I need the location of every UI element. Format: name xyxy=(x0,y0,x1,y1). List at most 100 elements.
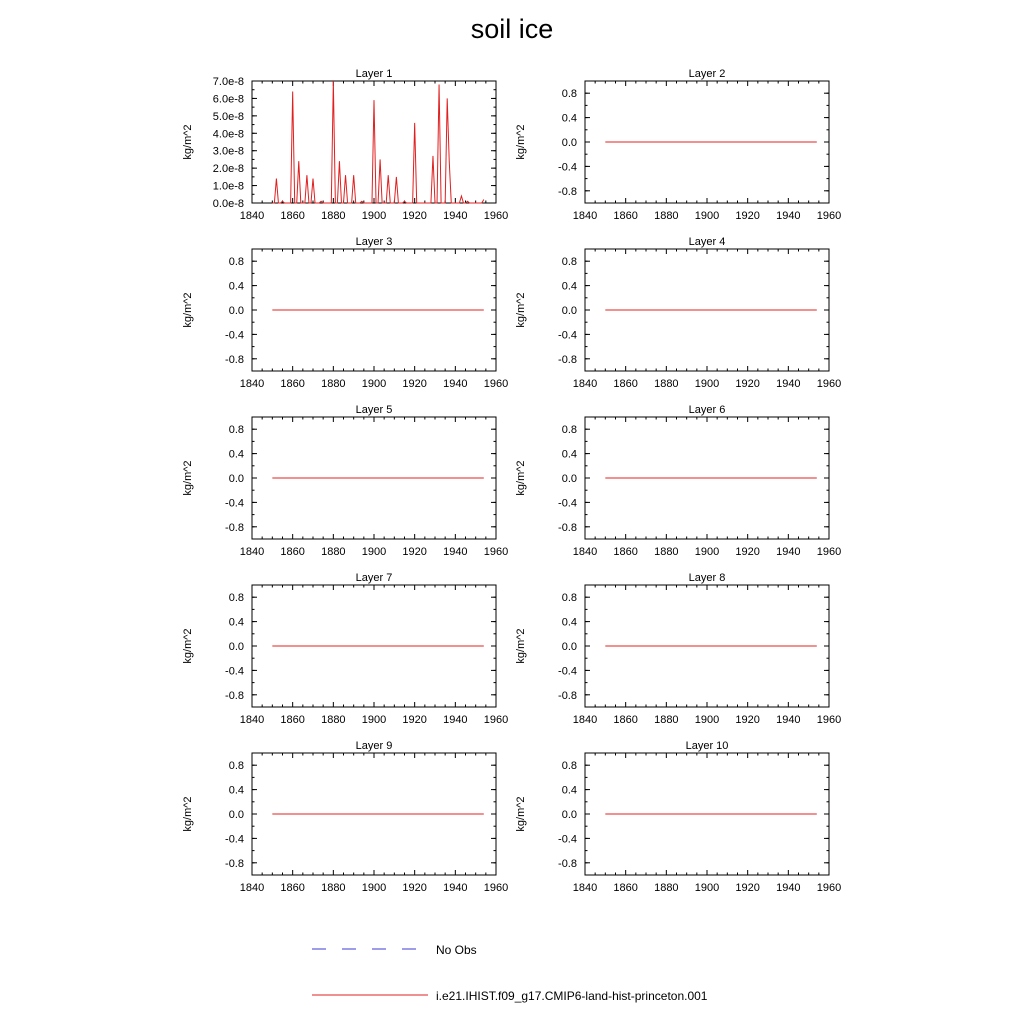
chart-panel-2: Layer 2 kg/m^2 1840 1860 1880 1900 1920 1940 196… xyxy=(515,68,841,222)
x-tick-label: 1940 xyxy=(443,210,467,222)
y-tick-label: -0.4 xyxy=(225,665,244,677)
x-tick-label: 1840 xyxy=(573,210,597,222)
x-tick-label: 1900 xyxy=(695,882,719,894)
y-tick-label: 5.0e-8 xyxy=(213,111,244,123)
y-tick-label: 0.0 xyxy=(562,305,577,317)
chart-title: Layer 4 xyxy=(689,236,726,248)
x-tick-label: 1880 xyxy=(321,378,345,390)
y-tick-label: -0.4 xyxy=(225,833,244,845)
chart-panel-7: Layer 7 kg/m^2 1840 1860 1880 1900 1920 1940 196… xyxy=(182,572,508,726)
y-tick-label: -0.8 xyxy=(558,690,577,702)
x-tick-label: 1940 xyxy=(776,546,800,558)
chart-title: Layer 10 xyxy=(686,740,729,752)
x-tick-label: 1900 xyxy=(362,378,386,390)
x-tick-label: 1840 xyxy=(573,714,597,726)
y-tick-label: -0.8 xyxy=(225,354,244,366)
x-tick-label: 1880 xyxy=(321,714,345,726)
x-tick-label: 1880 xyxy=(654,714,678,726)
chart-title: Layer 9 xyxy=(356,740,393,752)
legend-label-model: i.e21.IHIST.f09_g17.CMIP6-land-hist-prin… xyxy=(436,989,708,1003)
chart-panel-10: Layer 10 kg/m^2 1840 1860 1880 1900 1920 1940 19… xyxy=(515,740,841,894)
y-axis-label: kg/m^2 xyxy=(182,628,194,663)
x-tick-label: 1900 xyxy=(362,546,386,558)
x-tick-label: 1920 xyxy=(735,378,759,390)
x-tick-label: 1960 xyxy=(817,546,841,558)
chart-panel-1: Layer 1 kg/m^2 1840 1860 1880 1900 1920 1940 196… xyxy=(182,68,508,222)
x-tick-label: 1940 xyxy=(443,378,467,390)
chart-panel-3: Layer 3 kg/m^2 1840 1860 1880 1900 1920 1940 196… xyxy=(182,236,508,390)
x-tick-label: 1860 xyxy=(613,882,637,894)
x-tick-label: 1880 xyxy=(654,882,678,894)
y-tick-label: -0.4 xyxy=(558,161,577,173)
y-axis-label: kg/m^2 xyxy=(182,796,194,831)
y-tick-label: 0.4 xyxy=(562,617,577,629)
y-tick-label: -0.4 xyxy=(558,665,577,677)
y-tick-label: 4.0e-8 xyxy=(213,128,244,140)
x-tick-label: 1920 xyxy=(402,378,426,390)
y-tick-label: 0.4 xyxy=(229,785,244,797)
x-tick-label: 1880 xyxy=(654,378,678,390)
y-tick-label: 0.0 xyxy=(562,809,577,821)
y-tick-label: -0.8 xyxy=(225,858,244,870)
x-tick-label: 1920 xyxy=(735,714,759,726)
page-title: soil ice xyxy=(470,14,554,44)
y-tick-label: 0.4 xyxy=(229,281,244,293)
x-tick-label: 1860 xyxy=(613,210,637,222)
x-tick-label: 1960 xyxy=(817,210,841,222)
y-tick-label: 0.4 xyxy=(229,617,244,629)
x-tick-label: 1940 xyxy=(776,882,800,894)
x-tick-label: 1940 xyxy=(443,882,467,894)
x-tick-label: 1900 xyxy=(362,882,386,894)
chart-title: Layer 1 xyxy=(356,68,393,80)
y-tick-label: -0.8 xyxy=(558,858,577,870)
x-tick-label: 1960 xyxy=(484,210,508,222)
x-tick-label: 1940 xyxy=(776,210,800,222)
x-tick-label: 1920 xyxy=(402,210,426,222)
x-tick-label: 1900 xyxy=(695,378,719,390)
y-tick-label: 0.0 xyxy=(562,473,577,485)
y-tick-label: 0.0 xyxy=(229,473,244,485)
legend-label-no-obs: No Obs xyxy=(436,943,477,957)
x-tick-label: 1860 xyxy=(613,714,637,726)
y-tick-label: 0.0 xyxy=(562,641,577,653)
y-tick-label: -0.4 xyxy=(558,497,577,509)
x-tick-label: 1960 xyxy=(484,546,508,558)
x-tick-label: 1920 xyxy=(402,714,426,726)
x-tick-label: 1880 xyxy=(321,210,345,222)
x-tick-label: 1880 xyxy=(654,546,678,558)
x-tick-label: 1840 xyxy=(240,378,264,390)
y-tick-label: 0.8 xyxy=(562,592,577,604)
x-tick-label: 1860 xyxy=(613,546,637,558)
y-axis-label: kg/m^2 xyxy=(182,292,194,327)
x-tick-label: 1920 xyxy=(735,546,759,558)
x-tick-label: 1940 xyxy=(776,378,800,390)
x-tick-label: 1840 xyxy=(573,882,597,894)
chart-panel-8: Layer 8 kg/m^2 1840 1860 1880 1900 1920 1940 196… xyxy=(515,572,841,726)
y-tick-label: 0.4 xyxy=(562,281,577,293)
x-tick-label: 1900 xyxy=(695,714,719,726)
y-tick-label: 0.0 xyxy=(229,641,244,653)
y-tick-label: 0.8 xyxy=(229,424,244,436)
y-tick-label: 6.0e-8 xyxy=(213,93,244,105)
x-tick-label: 1840 xyxy=(573,378,597,390)
y-tick-label: -0.4 xyxy=(558,329,577,341)
x-tick-label: 1840 xyxy=(573,546,597,558)
y-tick-label: 0.0 xyxy=(229,305,244,317)
chart-title: Layer 8 xyxy=(689,572,726,584)
y-tick-label: -0.4 xyxy=(558,833,577,845)
chart-panel-9: Layer 9 kg/m^2 1840 1860 1880 1900 1920 1940 196… xyxy=(182,740,508,894)
x-tick-label: 1840 xyxy=(240,210,264,222)
y-tick-label: -0.4 xyxy=(225,497,244,509)
chart-panel-4: Layer 4 kg/m^2 1840 1860 1880 1900 1920 1940 196… xyxy=(515,236,841,390)
x-tick-label: 1960 xyxy=(817,882,841,894)
chart-title: Layer 7 xyxy=(356,572,393,584)
y-axis-label: kg/m^2 xyxy=(515,628,527,663)
x-tick-label: 1840 xyxy=(240,546,264,558)
y-tick-label: -0.8 xyxy=(558,522,577,534)
x-tick-label: 1920 xyxy=(402,546,426,558)
y-tick-label: 0.8 xyxy=(562,760,577,772)
series-line xyxy=(272,80,485,204)
x-tick-label: 1860 xyxy=(280,882,304,894)
x-tick-label: 1960 xyxy=(817,378,841,390)
